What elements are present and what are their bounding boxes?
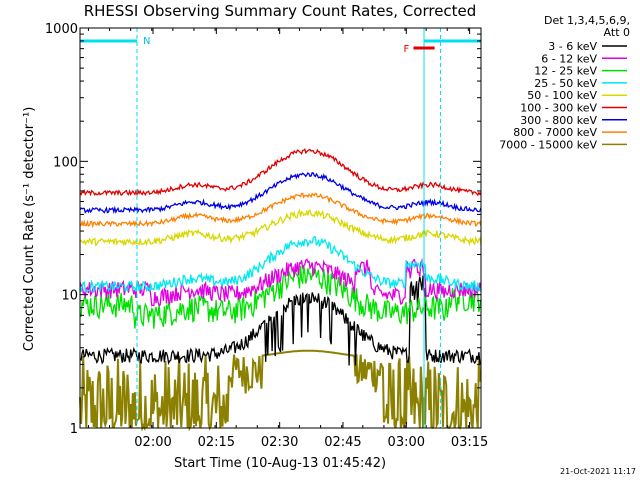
- y-tick-label: 1000: [45, 22, 78, 37]
- legend-label: 50 - 100 keV: [527, 89, 597, 102]
- timestamp: 21-Oct-2021 11:17: [560, 467, 636, 476]
- series-line: [79, 257, 482, 307]
- chart-title: RHESSI Observing Summary Count Rates, Co…: [84, 2, 477, 20]
- legend-label: 300 - 800 keV: [520, 114, 597, 127]
- legend-header: Det 1,3,4,5,6,9,: [544, 14, 630, 27]
- legend-label: 3 - 6 keV: [548, 40, 597, 53]
- legend-label: 12 - 25 keV: [534, 65, 597, 78]
- x-axis-label: Start Time (10-Aug-13 01:45:42): [174, 456, 386, 471]
- flare-label: F: [403, 44, 409, 55]
- x-tick-label: 02:30: [261, 435, 298, 450]
- x-tick-label: 03:00: [388, 435, 425, 450]
- x-tick-label: 03:15: [451, 435, 488, 450]
- legend-header: Att 0: [604, 26, 630, 39]
- series-line: [79, 275, 482, 366]
- series-line: [79, 236, 482, 294]
- legend-label: 100 - 300 keV: [520, 102, 597, 115]
- legend-label: 6 - 12 keV: [541, 52, 597, 65]
- y-axis-label: Corrected Count Rate (s⁻¹ detector⁻¹): [22, 107, 37, 352]
- plot-frame: [79, 27, 482, 429]
- y-tick-label: 10: [61, 289, 78, 304]
- x-tick-label: 02:15: [198, 435, 235, 450]
- series-line: [79, 148, 482, 197]
- series-line: [79, 208, 482, 247]
- axis-layer: 02:00 02:15 02:30 02:45 03:00 03:15 1 10 100 1000: [45, 22, 488, 450]
- x-tick-label: 02:00: [134, 435, 171, 450]
- series-line: [79, 264, 482, 329]
- series-line: [79, 171, 482, 215]
- y-tick-label: 100: [53, 155, 78, 170]
- series-line: [79, 192, 482, 229]
- y-tick-label: 1: [70, 422, 78, 437]
- legend-label: 25 - 50 keV: [534, 77, 597, 90]
- series-line: [79, 349, 482, 432]
- legend-label: 800 - 7000 keV: [513, 126, 597, 139]
- overlay-layer: NF: [80, 28, 481, 428]
- night-label: N: [143, 36, 150, 47]
- legend-label: 7000 - 15000 keV: [499, 138, 597, 151]
- x-tick-label: 02:45: [324, 435, 361, 450]
- series-layer: [79, 148, 482, 432]
